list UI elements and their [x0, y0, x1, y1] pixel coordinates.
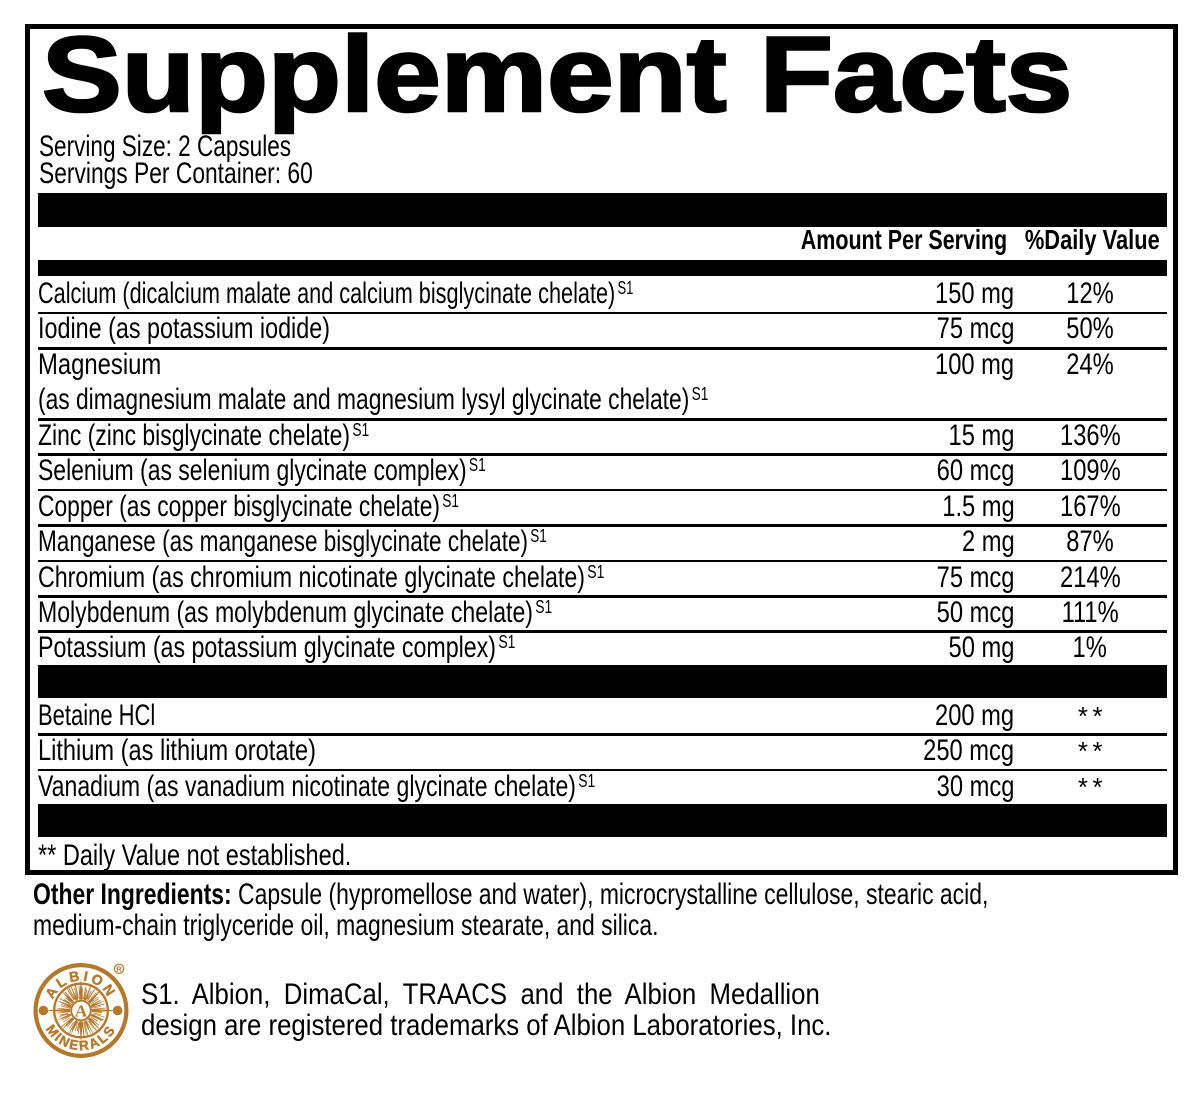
svg-text:R: R: [116, 965, 122, 974]
svg-text:A: A: [75, 1001, 88, 1020]
